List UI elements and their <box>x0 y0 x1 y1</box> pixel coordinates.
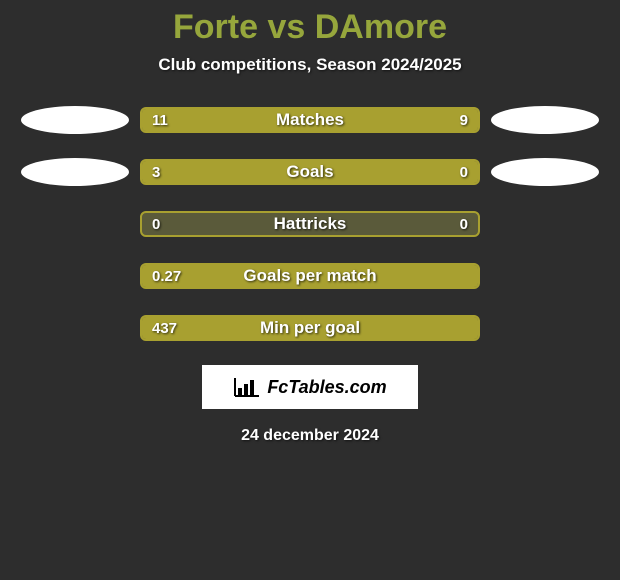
stat-row: Matches11 9 <box>0 105 620 135</box>
stat-value-right: 0 <box>460 161 468 183</box>
stat-label: Hattricks <box>142 213 478 235</box>
stat-value-right: 0 <box>460 213 468 235</box>
stat-value-left: 11 <box>152 109 168 131</box>
stat-value-left: 0 <box>152 213 160 235</box>
stat-value-left: 0.27 <box>152 265 181 287</box>
date-label: 24 december 2024 <box>0 427 620 445</box>
stat-bar: Goals per match0.27 <box>140 263 480 289</box>
stat-bar: Goals3 0 <box>140 159 480 185</box>
stat-label: Goals <box>142 161 478 183</box>
stat-value-right: 9 <box>460 109 468 131</box>
stat-row: Hattricks0 0 <box>0 209 620 239</box>
stat-value-left: 437 <box>152 317 177 339</box>
player-avatar-placeholder <box>491 158 599 186</box>
bar-chart-icon <box>233 376 261 398</box>
stat-row: Min per goal437 <box>0 313 620 343</box>
page-title: Forte vs DAmore <box>0 8 620 47</box>
player-avatar-placeholder <box>491 106 599 134</box>
left-avatar-col <box>10 106 140 134</box>
right-avatar-col <box>480 158 610 186</box>
left-avatar-col <box>10 158 140 186</box>
stat-row: Goals per match0.27 <box>0 261 620 291</box>
subtitle: Club competitions, Season 2024/2025 <box>0 55 620 75</box>
stat-label: Goals per match <box>142 265 478 287</box>
player-avatar-placeholder <box>21 158 129 186</box>
stat-bar: Matches11 9 <box>140 107 480 133</box>
stat-bar: Hattricks0 0 <box>140 211 480 237</box>
right-avatar-col <box>480 106 610 134</box>
brand-logo[interactable]: FcTables.com <box>202 365 418 409</box>
comparison-widget: Forte vs DAmore Club competitions, Seaso… <box>0 0 620 445</box>
stats-list: Matches119Goals30Hattricks00Goals per ma… <box>0 105 620 343</box>
stat-label: Min per goal <box>142 317 478 339</box>
brand-text: FcTables.com <box>267 377 386 398</box>
player-avatar-placeholder <box>21 106 129 134</box>
stat-label: Matches <box>142 109 478 131</box>
stat-row: Goals3 0 <box>0 157 620 187</box>
stat-bar: Min per goal437 <box>140 315 480 341</box>
stat-value-left: 3 <box>152 161 160 183</box>
